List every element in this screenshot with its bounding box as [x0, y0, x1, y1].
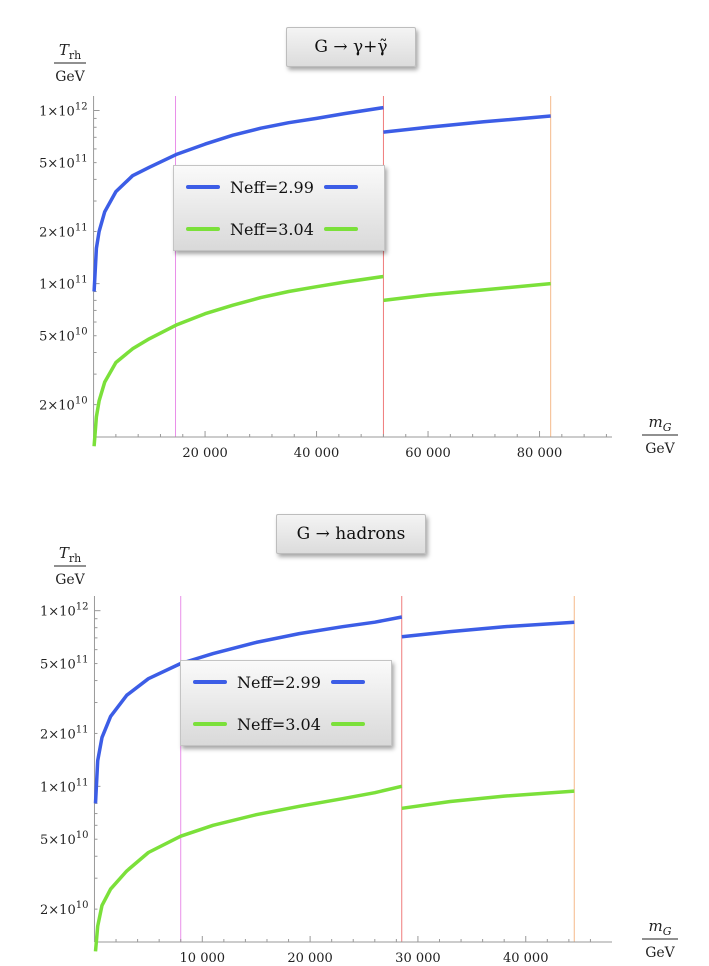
x-axis-label-numerator: mG	[648, 917, 671, 938]
x-tick-label: 40 000	[294, 446, 340, 461]
legend-label: Neff=2.99	[230, 177, 314, 197]
y-tick-label: 5×1011	[39, 154, 87, 172]
y-axis-label-numerator: Trh	[59, 41, 81, 62]
legend-item-neff-3-04: Neff=3.04	[174, 214, 384, 244]
series-1-segment-2	[401, 620, 575, 639]
y-tick-label: 2×1011	[39, 223, 87, 241]
series-2-segment-1	[92, 274, 384, 447]
y-tick-label: 5×1010	[40, 830, 88, 848]
chart2-legend: Neff=2.99 Neff=3.04	[180, 660, 392, 746]
y-axis-label-denominator: GeV	[55, 69, 85, 85]
legend-label: Neff=2.99	[237, 672, 321, 692]
legend-swatch-blue	[193, 680, 227, 684]
y-tick-label: 1×1012	[39, 102, 87, 120]
x-axis-label-numerator: mG	[648, 413, 671, 434]
series-2-segment-1	[93, 784, 403, 952]
chart1-title: G → γ+γ̃	[286, 27, 416, 67]
x-tick-label: 10 000	[180, 951, 226, 966]
series-2-segment-2	[401, 789, 575, 811]
chart1-legend: Neff=2.99 Neff=3.04	[173, 165, 385, 251]
legend-item-neff-2-99: Neff=2.99	[181, 667, 391, 697]
series-2-segment-2	[383, 281, 551, 303]
legend-item-neff-3-04: Neff=3.04	[181, 709, 391, 739]
y-tick-label: 2×1010	[40, 900, 88, 918]
legend-label: Neff=3.04	[237, 714, 321, 734]
chart2-title: G → hadrons	[276, 514, 426, 554]
x-axis-label-denominator: GeV	[645, 441, 675, 457]
legend-swatch-green	[193, 722, 227, 726]
chart2-plot: 10 000 20 000 30 000 40 000 1×1012 5×1011 2×10…	[40, 544, 678, 966]
chart1-plot: 20 000 40 000 60 000 80 000 1×1012 5×1011 2×10…	[39, 41, 678, 461]
x-tick-label: 80 000	[517, 446, 563, 461]
legend-swatch-green	[186, 227, 220, 231]
legend-swatch-green	[330, 722, 365, 726]
y-tick-label: 5×1011	[40, 655, 88, 673]
y-tick-label: 2×1011	[40, 724, 88, 742]
y-tick-label: 1×1011	[40, 777, 88, 795]
x-tick-label: 40 000	[503, 951, 549, 966]
legend-swatch-blue	[186, 185, 220, 189]
legend-swatch-blue	[323, 185, 358, 189]
y-axis-label-numerator: Trh	[59, 544, 81, 565]
series-1-segment-2	[383, 114, 551, 134]
legend-label: Neff=3.04	[230, 219, 314, 239]
y-tick-label: 2×1010	[39, 396, 87, 414]
x-tick-label: 30 000	[395, 951, 441, 966]
x-tick-label: 20 000	[182, 446, 228, 461]
x-tick-label: 60 000	[405, 446, 451, 461]
y-axis-label-denominator: GeV	[55, 572, 85, 588]
series-1-segment-1	[92, 105, 384, 292]
legend-swatch-blue	[330, 680, 365, 684]
legend-swatch-green	[323, 227, 358, 231]
y-tick-label: 1×1011	[39, 275, 87, 293]
x-tick-label: 20 000	[287, 951, 333, 966]
y-tick-label: 5×1010	[39, 327, 87, 345]
legend-item-neff-2-99: Neff=2.99	[174, 172, 384, 202]
y-tick-label: 1×1012	[40, 602, 88, 620]
x-axis-label-denominator: GeV	[645, 945, 675, 961]
